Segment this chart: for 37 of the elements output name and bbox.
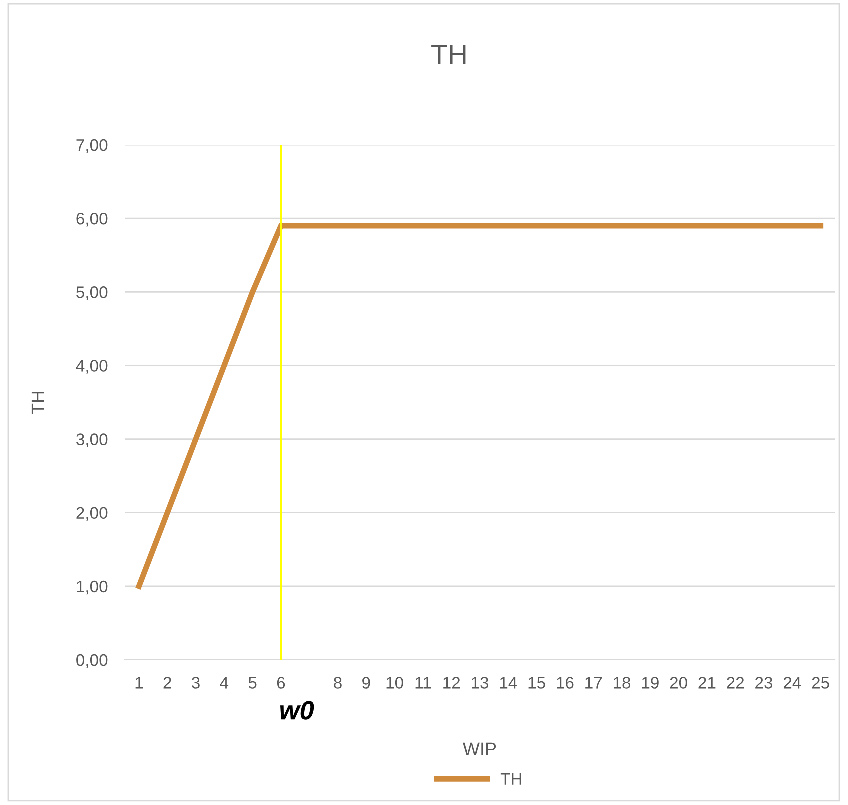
x-tick-label: 20: [670, 677, 688, 689]
y-tick-label: 1,00: [77, 580, 108, 595]
chart-title: TH: [432, 45, 466, 64]
x-tick-label: 10: [386, 677, 404, 689]
x-tick-label: 3: [192, 677, 200, 689]
x-tick-label: 18: [614, 677, 631, 689]
y-tick-label: 4,00: [76, 360, 108, 374]
y-axis-title: TH: [32, 392, 44, 414]
x-tick-label: 2: [164, 677, 172, 689]
x-tick-label: 5: [248, 677, 257, 689]
y-tick-label: 0,00: [76, 654, 108, 668]
x-tick-label: 15: [528, 677, 546, 689]
x-tick-label: 17: [586, 677, 602, 689]
y-tick-label: 5,00: [76, 286, 108, 300]
x-tick-label: 4: [220, 677, 229, 689]
x-tick-label: 22: [727, 677, 744, 689]
text: w0: [280, 701, 314, 720]
x-tick-label: 12: [444, 677, 460, 689]
x-tick-label: 11: [416, 677, 432, 689]
legend-label: TH: [500, 773, 522, 785]
x-tick-label: 14: [500, 677, 518, 689]
x-tick-label: 6: [277, 677, 286, 689]
x-tick-label: 25: [812, 677, 830, 689]
x-tick-label: 9: [362, 677, 370, 689]
x-tick-label: 21: [698, 677, 716, 689]
x-axis-title: WIP: [463, 742, 496, 756]
y-tick-label: 6,00: [76, 212, 108, 227]
y-tick-label: 3,00: [76, 434, 108, 448]
y-tick-label: 7,00: [76, 139, 108, 154]
x-tick-label: 8: [334, 677, 342, 689]
x-tick-label: 1: [136, 677, 144, 689]
x-tick-label: 13: [472, 677, 489, 689]
x-tick-label: 23: [756, 677, 773, 689]
x-tick-label: 19: [642, 677, 659, 689]
x-tick-label: 16: [557, 677, 574, 689]
x-tick-label: 24: [784, 677, 802, 689]
y-tick-label: 2,00: [76, 507, 108, 522]
